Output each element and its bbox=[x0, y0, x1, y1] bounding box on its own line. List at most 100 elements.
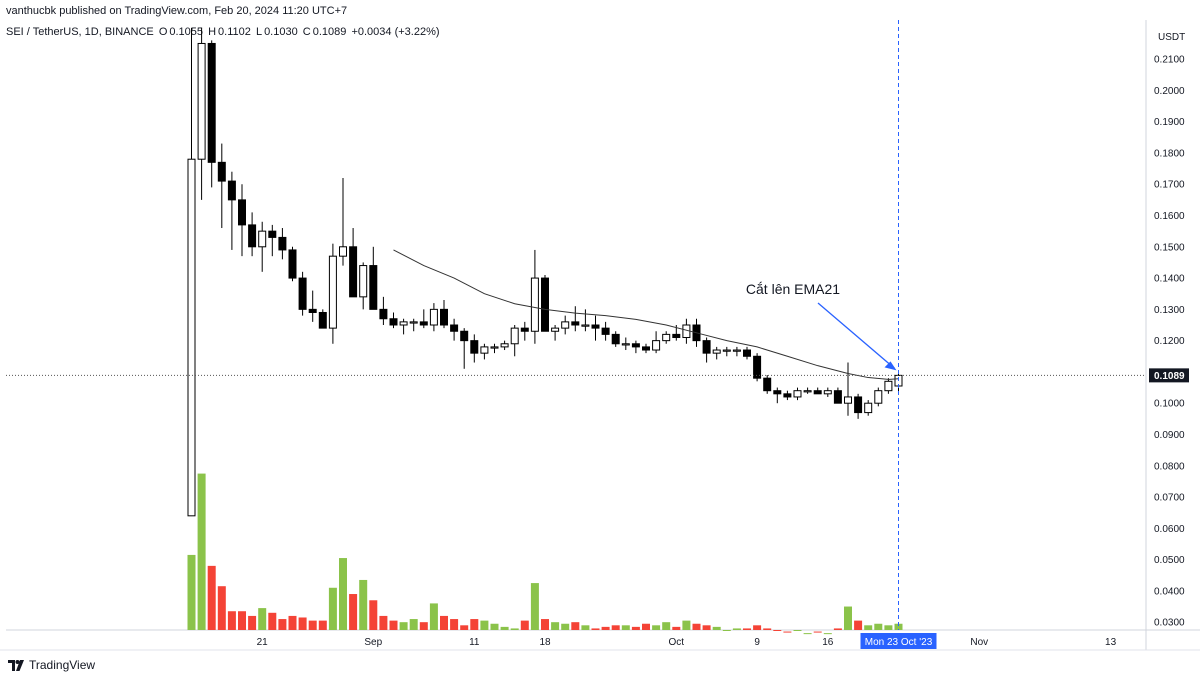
volume-bar bbox=[662, 622, 671, 630]
candle-body bbox=[722, 349, 731, 352]
volume-bar bbox=[561, 623, 570, 630]
candle-body bbox=[591, 324, 600, 329]
time-tick-label: 18 bbox=[539, 637, 551, 648]
candle-body bbox=[611, 333, 620, 345]
ohlc-low: 0.1030 bbox=[264, 26, 298, 38]
volume-bar bbox=[369, 600, 378, 630]
volume-bar bbox=[702, 625, 711, 630]
volume-bar bbox=[530, 583, 539, 630]
candle-body bbox=[207, 42, 216, 163]
candle-body bbox=[379, 308, 388, 320]
price-axis-unit: USDT bbox=[1158, 32, 1185, 43]
candle-body bbox=[874, 390, 883, 404]
ema21-line-path bbox=[393, 249, 899, 380]
candle-body bbox=[369, 265, 378, 310]
ohlc-open-label: O bbox=[158, 26, 168, 38]
volume-bar bbox=[268, 612, 277, 630]
price-tick-label: 0.0300 bbox=[1154, 618, 1185, 629]
volume-bar bbox=[359, 579, 368, 630]
candle-body bbox=[258, 230, 267, 248]
candle-body bbox=[450, 324, 459, 332]
volume-bar bbox=[803, 633, 812, 635]
volume-bar bbox=[823, 633, 832, 635]
crosshair-date-label: Mon 23 Oct '23 bbox=[865, 637, 933, 648]
volume-bar bbox=[308, 620, 317, 630]
volume-bar bbox=[440, 615, 448, 630]
candle-body bbox=[460, 330, 469, 342]
time-axis[interactable]: 21 Sep 11 18 Oct 9 16 Nov 13 Mon 23 Oct '23 bbox=[257, 633, 1117, 649]
annotation-text: Cắt lên EMA21 bbox=[746, 281, 840, 297]
candle-body bbox=[732, 349, 741, 352]
candle-body bbox=[328, 255, 337, 329]
candle-body bbox=[662, 333, 671, 342]
price-tick-label: 0.0400 bbox=[1154, 586, 1185, 597]
price-tick-label: 0.1400 bbox=[1154, 274, 1185, 285]
volume-bar bbox=[551, 622, 560, 630]
crosshair-date-tag bbox=[860, 633, 937, 649]
last-price-label: 0.1089 bbox=[1154, 371, 1185, 382]
volume-bar bbox=[207, 565, 216, 630]
candle-body bbox=[854, 396, 863, 414]
ohlc-close-label: C bbox=[302, 26, 311, 38]
candle-body bbox=[621, 343, 630, 346]
volume-bar bbox=[773, 630, 782, 631]
candle-body bbox=[551, 327, 560, 332]
annotation-arrow-head bbox=[884, 361, 897, 371]
candle-body bbox=[187, 158, 196, 517]
candle-body bbox=[440, 308, 448, 326]
candle-body bbox=[833, 390, 842, 404]
time-tick-label: Nov bbox=[970, 637, 988, 648]
volume-bar bbox=[490, 623, 499, 630]
volume-bar bbox=[278, 619, 287, 630]
candle-body bbox=[429, 308, 438, 326]
volume-bar bbox=[743, 628, 751, 630]
volume-bar bbox=[631, 626, 640, 630]
candle-body bbox=[561, 321, 570, 329]
volume-bar bbox=[813, 631, 822, 633]
volume-bar bbox=[732, 628, 741, 630]
candle-body bbox=[339, 246, 347, 257]
volume-bars bbox=[187, 473, 903, 635]
price-axis[interactable]: USDT 0.2100 0.2000 0.1900 0.1800 0.1700 0.1600… bbox=[1149, 32, 1189, 629]
volume-bar bbox=[510, 628, 519, 630]
volume-bar bbox=[571, 622, 580, 630]
candle-body bbox=[298, 277, 307, 310]
candle-body bbox=[652, 340, 661, 351]
time-tick-label: 21 bbox=[257, 637, 269, 648]
volume-bar bbox=[318, 620, 327, 630]
volume-bar bbox=[712, 626, 721, 630]
time-tick-label: 16 bbox=[822, 637, 834, 648]
volume-bar bbox=[187, 554, 196, 630]
candle-body bbox=[530, 277, 539, 332]
volume-bar bbox=[480, 620, 489, 630]
candle-body bbox=[278, 236, 287, 251]
volume-bar bbox=[621, 625, 630, 630]
candle-body bbox=[601, 327, 610, 335]
volume-bar bbox=[460, 625, 469, 630]
volume-bar bbox=[722, 630, 731, 631]
candle-body bbox=[581, 324, 590, 327]
volume-bar bbox=[611, 625, 620, 630]
candle-body bbox=[308, 308, 317, 313]
candle-body bbox=[803, 390, 812, 393]
candle-body bbox=[884, 380, 893, 392]
candle-body bbox=[510, 327, 519, 345]
tradingview-logo[interactable]: TradingView bbox=[8, 658, 95, 672]
candles bbox=[187, 27, 903, 517]
candle-body bbox=[349, 246, 358, 298]
time-tick-label: 9 bbox=[754, 637, 760, 648]
volume-bar bbox=[692, 623, 701, 630]
candle-body bbox=[227, 180, 236, 201]
candle-body bbox=[197, 42, 206, 160]
volume-bar bbox=[833, 628, 842, 630]
candle-body bbox=[480, 346, 489, 354]
volume-bar bbox=[227, 611, 236, 630]
annotation-arrow-shaft bbox=[817, 302, 895, 369]
volume-bar bbox=[258, 608, 267, 630]
volume-bar bbox=[682, 620, 691, 630]
candle-body bbox=[753, 355, 762, 379]
candle-body bbox=[419, 321, 428, 326]
price-tick-label: 0.1800 bbox=[1154, 148, 1185, 159]
candle-body bbox=[268, 230, 277, 238]
